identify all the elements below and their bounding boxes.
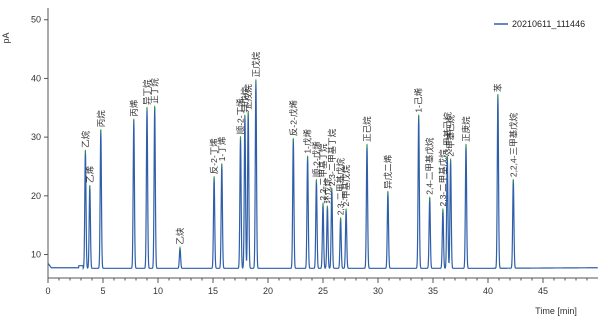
peak-label: 顺-2-戊烯 — [311, 141, 321, 177]
y-tick-label: 40 — [31, 73, 41, 83]
x-tick-label: 25 — [318, 286, 328, 296]
peak-label: 顺-2-丁烯 — [236, 98, 246, 134]
x-axis-title: Time [min] — [535, 306, 577, 316]
y-tick-label: 10 — [31, 250, 41, 260]
peak-label: 2,4-二甲基戊烷 — [425, 137, 435, 195]
peak-label: 2,2-二甲基丁烷 — [318, 143, 328, 201]
peak-label: 正戊烷 — [243, 84, 253, 110]
y-tick-label: 30 — [31, 132, 41, 142]
legend-label: 20210611_111446 — [512, 19, 585, 29]
peak-label: 乙烷 — [80, 130, 90, 148]
peak-label: 正戊烷 — [251, 51, 261, 77]
peak-label: 3-甲基己烷 — [442, 112, 452, 154]
peak-labels: 乙烷乙烯丙烷丙烯异丁烷正丁烷乙炔反-2-丁烯1-丁烯顺-2-丁烯异戊烷正戊烷正戊… — [80, 51, 518, 244]
x-tick-label: 45 — [538, 286, 548, 296]
peak-label: 正己烷 — [362, 116, 372, 142]
peak-label: 异戊烷 — [240, 87, 250, 113]
peak-label: 2-甲基戊烷 — [341, 164, 351, 206]
y-tick-label: 20 — [31, 191, 41, 201]
peak-label: 反-2-丁烯 — [209, 138, 219, 174]
x-tick-label: 40 — [483, 286, 493, 296]
peak-label: 异丁烷 — [142, 79, 152, 105]
peak-label: 正庚烷 — [461, 116, 471, 142]
x-tick-label: 0 — [45, 286, 50, 296]
peak-label: 2-甲基己烷 — [446, 115, 456, 157]
peak-label: 乙烯 — [85, 166, 95, 184]
x-tick-label: 5 — [100, 286, 105, 296]
peak-label: 乙炔 — [175, 227, 185, 245]
peak-label: 丙烯 — [129, 99, 139, 117]
x-tick-label: 20 — [263, 286, 273, 296]
peak-label: 2,3-二甲基丁烷 — [327, 128, 337, 186]
peak-label: 1-己烯 — [414, 88, 424, 113]
x-tick-label: 35 — [428, 286, 438, 296]
x-tick-label: 30 — [373, 286, 383, 296]
peak-label: 正丁烷 — [150, 78, 160, 104]
peak-label: 2,3-二甲基戊烷 — [438, 149, 448, 207]
peak-label: 环戊烷 — [322, 178, 332, 204]
peak-label: 苯 — [493, 83, 503, 92]
peak-label: 异戊二烯 — [383, 154, 393, 189]
y-axis-title: pA — [1, 32, 11, 43]
peak-label: 2,2,4-三甲基戊烷 — [508, 112, 518, 177]
peak-label: 1-丁烯 — [217, 136, 227, 161]
x-tick-label: 15 — [208, 286, 218, 296]
peak-label: 丙烷 — [96, 110, 106, 128]
axes: 10 20 30 40 50 0 5 10 15 20 25 30 35 40 45 pA Time [min] — [1, 8, 598, 316]
legend: 20210611_111446 — [494, 19, 585, 29]
peak-label: 2,3-二甲基戊烷 — [336, 158, 346, 216]
chromatogram-trace-group — [47, 79, 598, 271]
peak-label: 反-2-戊烯 — [288, 100, 298, 136]
y-tick-label: 50 — [31, 15, 41, 25]
x-tick-label: 10 — [153, 286, 163, 296]
peak-label: 1-戊烯 — [303, 129, 313, 154]
